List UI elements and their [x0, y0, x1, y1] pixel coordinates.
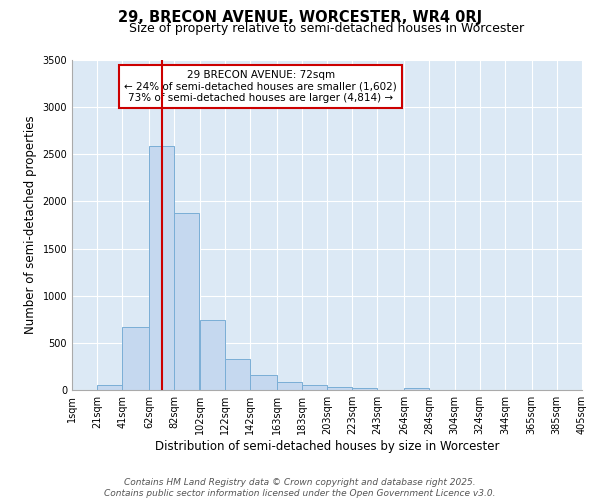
Text: 29, BRECON AVENUE, WORCESTER, WR4 0RJ: 29, BRECON AVENUE, WORCESTER, WR4 0RJ: [118, 10, 482, 25]
X-axis label: Distribution of semi-detached houses by size in Worcester: Distribution of semi-detached houses by …: [155, 440, 499, 453]
Bar: [149, 146, 174, 390]
Bar: [97, 386, 122, 390]
Bar: [327, 387, 352, 390]
Title: Size of property relative to semi-detached houses in Worcester: Size of property relative to semi-detach…: [130, 22, 524, 35]
Bar: [352, 388, 377, 390]
Y-axis label: Number of semi-detached properties: Number of semi-detached properties: [24, 116, 37, 334]
Bar: [250, 376, 277, 390]
Bar: [122, 327, 149, 390]
Bar: [302, 386, 327, 390]
Bar: [225, 359, 250, 390]
Bar: [199, 320, 225, 390]
Bar: [174, 212, 199, 390]
Bar: [404, 388, 429, 390]
Bar: [277, 382, 302, 390]
Text: 29 BRECON AVENUE: 72sqm
← 24% of semi-detached houses are smaller (1,602)
73% of: 29 BRECON AVENUE: 72sqm ← 24% of semi-de…: [124, 70, 397, 103]
Text: Contains HM Land Registry data © Crown copyright and database right 2025.
Contai: Contains HM Land Registry data © Crown c…: [104, 478, 496, 498]
